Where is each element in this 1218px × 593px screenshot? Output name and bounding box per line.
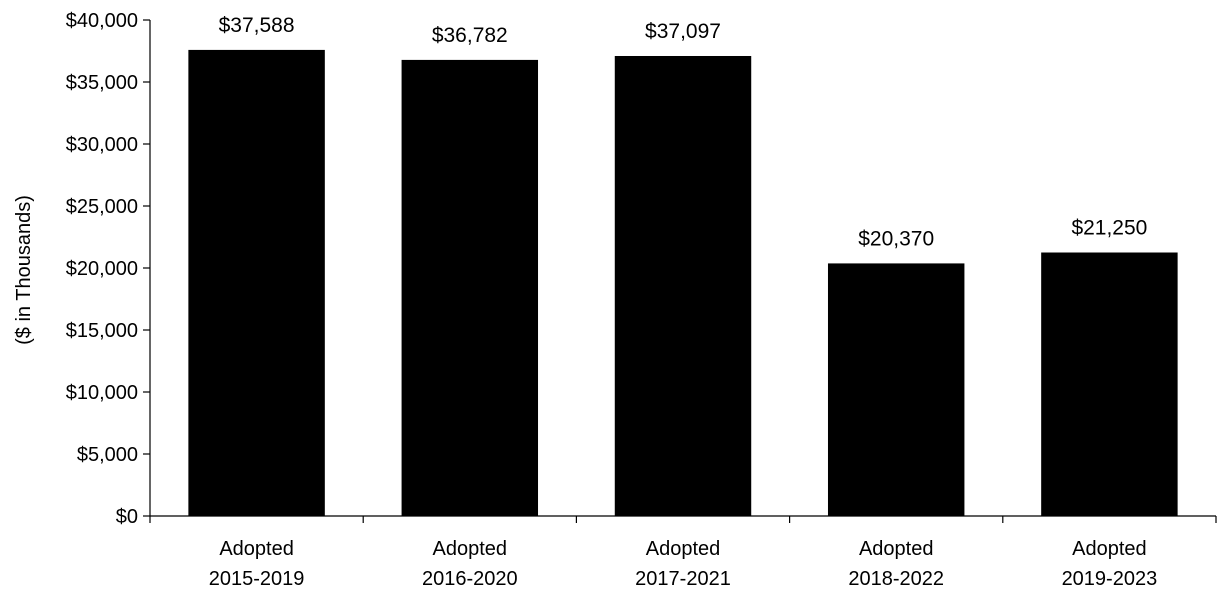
bar-value-label: $37,097 xyxy=(645,20,721,43)
x-category-label: Adopted 2018-2022 xyxy=(848,538,944,590)
bar xyxy=(188,49,325,516)
x-ticks: Adopted 2015-2019 Adopted 2016-2020 Adopted 2… xyxy=(149,516,1217,590)
y-tick-label: $30,000 xyxy=(66,134,138,156)
x-category-label: Adopted 2019-2023 xyxy=(1062,538,1158,590)
y-tick-label: $20,000 xyxy=(66,258,138,280)
y-tick-label: $15,000 xyxy=(66,320,138,342)
bar-value-label: $36,782 xyxy=(432,24,508,47)
x-category-label: Adopted 2016-2020 xyxy=(422,538,518,590)
bar xyxy=(827,263,965,516)
bar xyxy=(614,55,752,517)
y-axis-title: ($ in Thousands) xyxy=(13,195,35,345)
y-tick-label: $10,000 xyxy=(66,382,138,404)
y-tick-label: $35,000 xyxy=(66,72,138,94)
x-category-label: Adopted 2015-2019 xyxy=(209,538,305,590)
y-ticks: $0 $5,000 $10,000 $15,000 $20,000 $25,000 $30,… xyxy=(66,10,150,528)
bar-value-label: $21,250 xyxy=(1071,217,1147,240)
y-tick-label: $25,000 xyxy=(66,196,138,218)
data-labels: $37,588 $36,782 $37,097 $20,370 $21,250 xyxy=(219,14,1148,251)
bar xyxy=(401,59,539,516)
y-tick-label: $40,000 xyxy=(66,10,138,32)
y-tick-label: $5,000 xyxy=(77,444,138,466)
x-category-label: Adopted 2017-2021 xyxy=(635,538,731,590)
y-tick-label: $0 xyxy=(116,506,138,528)
bars-layer xyxy=(188,49,1178,517)
bar-value-label: $20,370 xyxy=(858,227,934,250)
bar-value-label: $37,588 xyxy=(219,14,295,37)
bar xyxy=(1041,252,1178,516)
